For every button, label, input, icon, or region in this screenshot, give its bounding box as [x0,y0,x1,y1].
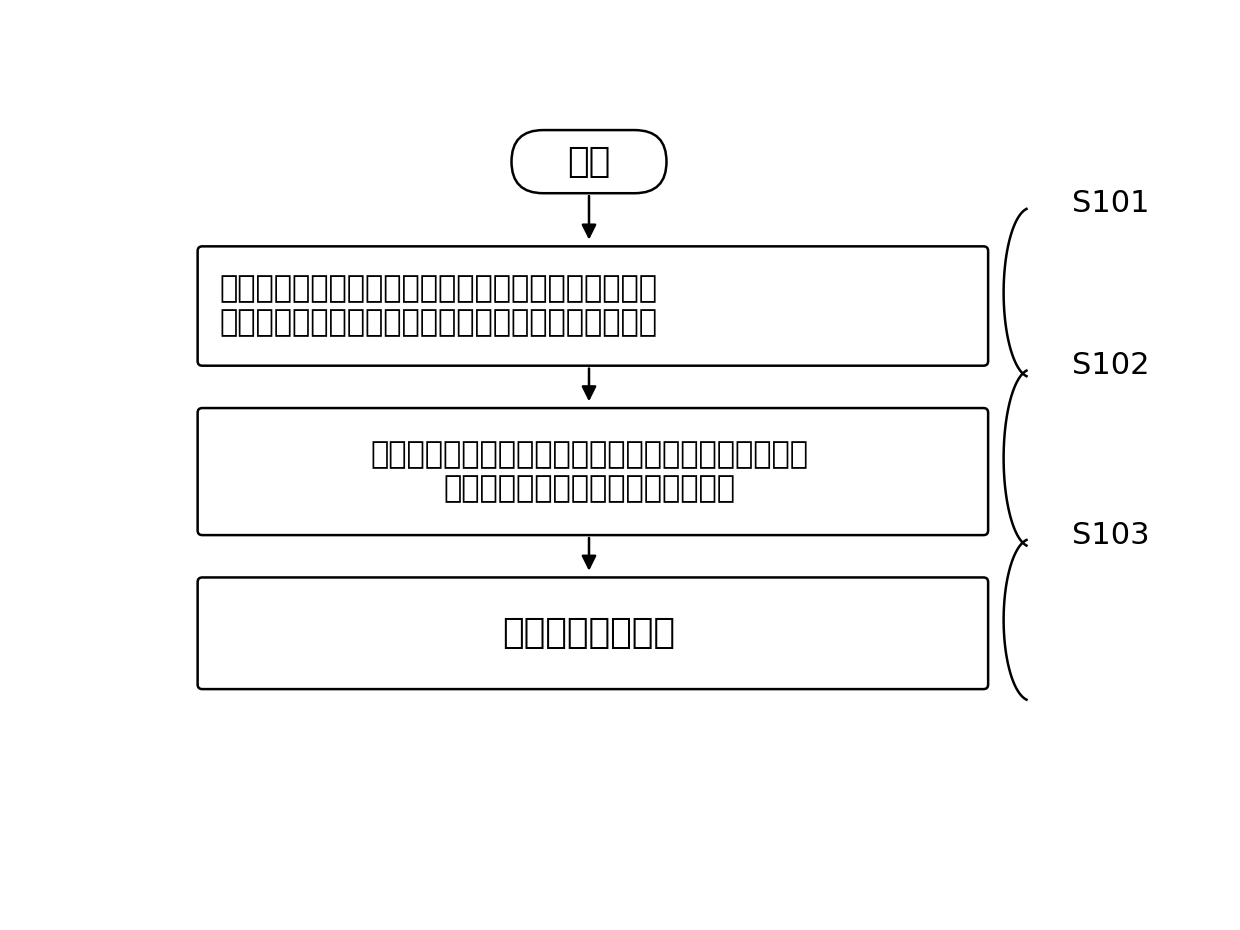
Text: S103: S103 [1071,521,1149,550]
Text: 对所述中间优先级的错误日志消息以及与之对应的用户: 对所述中间优先级的错误日志消息以及与之对应的用户 [370,440,808,469]
Text: 信息进行统计分析，以获取统计结果: 信息进行统计分析，以获取统计结果 [443,474,735,503]
FancyBboxPatch shape [197,578,988,689]
FancyBboxPatch shape [511,130,667,193]
Text: 输出所述统计结果: 输出所述统计结果 [502,617,676,650]
Text: 开始: 开始 [568,145,610,179]
FancyBboxPatch shape [197,246,988,365]
Text: 从日志文件中获取具有除最高优先级和最低优先级之外: 从日志文件中获取具有除最高优先级和最低优先级之外 [219,274,657,303]
Text: S101: S101 [1071,190,1149,219]
FancyBboxPatch shape [197,408,988,535]
Text: 的中间优先级的错误日志消息以及与之对应的用户信息: 的中间优先级的错误日志消息以及与之对应的用户信息 [219,309,657,338]
Text: S102: S102 [1071,352,1149,380]
